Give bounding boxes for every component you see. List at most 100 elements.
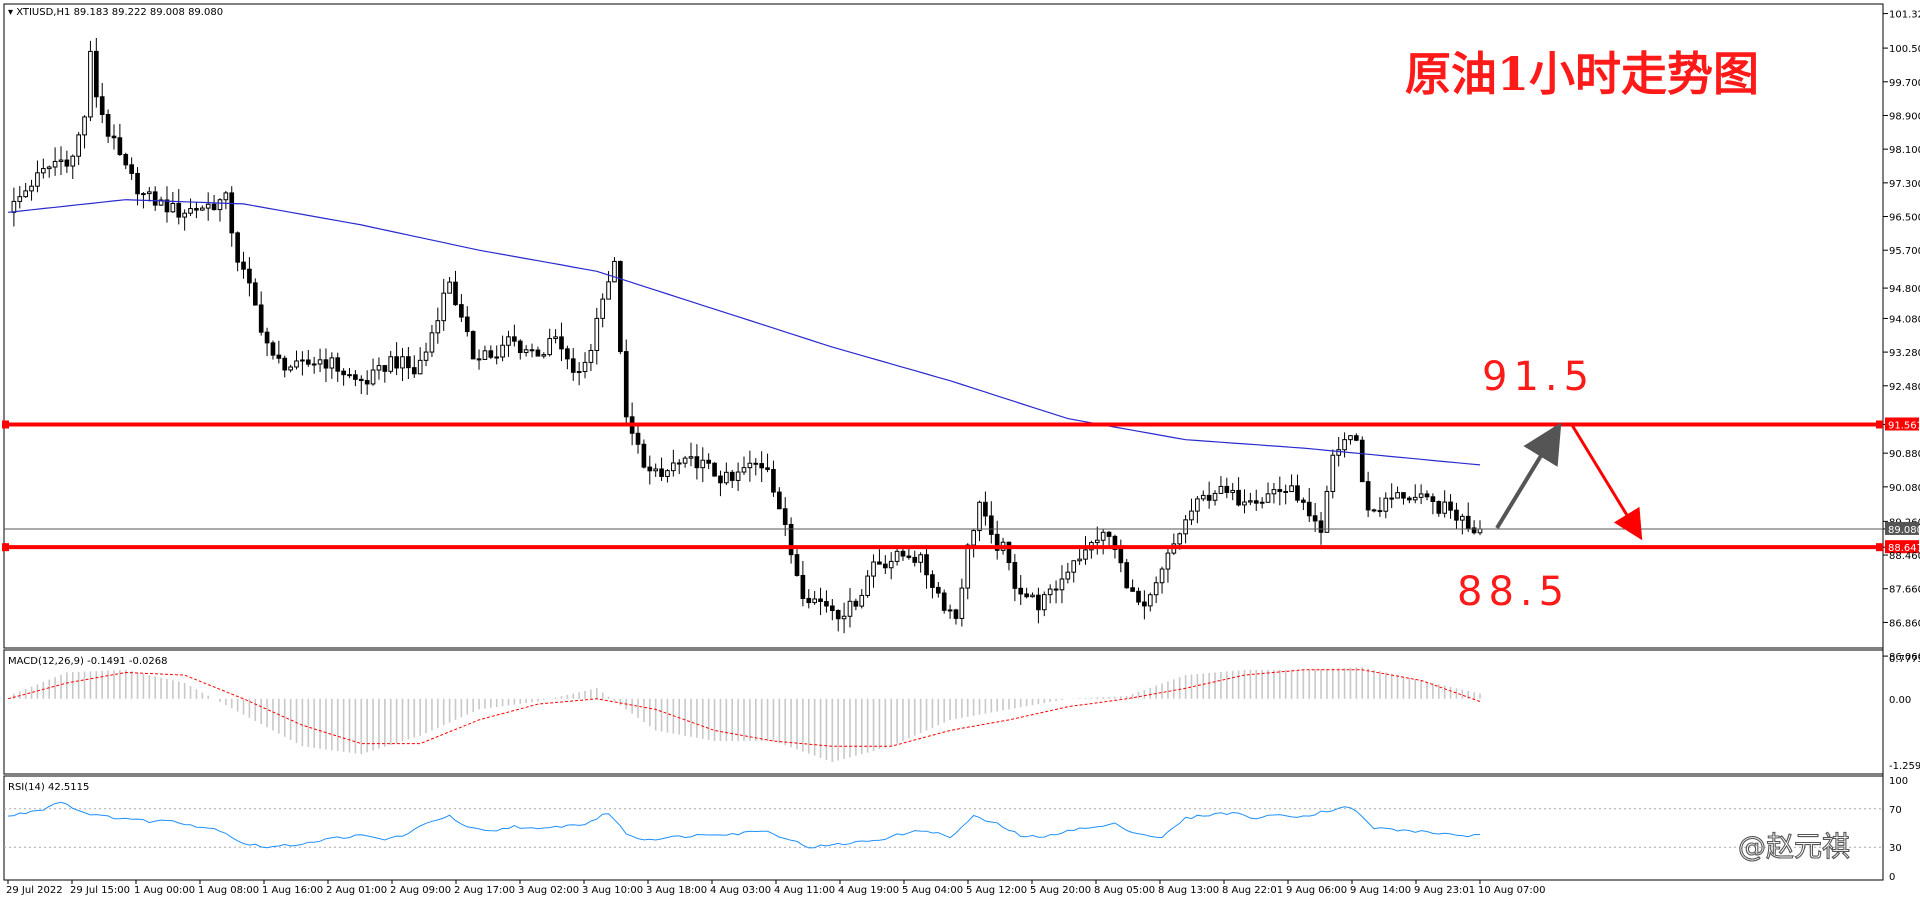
candle-body [464, 316, 470, 333]
price-tick-label: 94.080 [1889, 314, 1920, 325]
time-tick-label: 8 Aug 22:01 [1222, 885, 1283, 896]
ma-line [7, 199, 1481, 466]
candle-body [1230, 489, 1236, 493]
candle-body [1430, 496, 1436, 502]
candle-body [347, 374, 352, 377]
candle-body [835, 609, 841, 620]
candle-body [364, 380, 370, 385]
candle-body [859, 594, 865, 607]
symbol-header: ▾ XTIUSD,H1 89.183 89.222 89.008 89.080 [8, 7, 223, 18]
level-handle-right [1876, 420, 1883, 429]
candle-body [935, 586, 941, 594]
candle-body [1218, 485, 1224, 494]
candle-body [1248, 500, 1253, 503]
candle-body [1301, 499, 1306, 503]
candle-body [494, 356, 500, 359]
candle-body [1065, 571, 1071, 580]
candle-body [671, 462, 676, 472]
candle-body [1124, 562, 1130, 589]
candle-body [888, 560, 894, 569]
time-tick-label: 8 Aug 13:00 [1158, 885, 1219, 896]
candle-body [600, 298, 606, 319]
price-tick-label: 96.500 [1889, 213, 1920, 224]
price-tick-label: 86.860 [1889, 618, 1920, 629]
candle-body [300, 359, 305, 362]
candle-body [1177, 533, 1183, 545]
candle-body [459, 304, 464, 318]
candle-body [529, 349, 535, 352]
candle-body [417, 359, 423, 375]
rsi-pane-frame [3, 775, 1884, 881]
candle-body [1424, 493, 1430, 498]
main-price-axis: 101.320 100.500 99.700 98.900 98.100 97.300 96… [1883, 10, 1920, 663]
candle-body [906, 555, 912, 558]
candle-body [712, 462, 717, 477]
macd-tick-label: -1.2593 [1889, 761, 1920, 772]
candle-body [1106, 531, 1112, 537]
price-tick-label: 90.080 [1889, 483, 1920, 494]
candlestick-series [11, 37, 1483, 634]
candle-body [1047, 588, 1053, 596]
candle-body [1418, 493, 1424, 498]
candle-body [1195, 498, 1200, 512]
time-tick-label: 5 Aug 12:00 [966, 885, 1027, 896]
candle-body [35, 172, 40, 187]
candle-body [1448, 501, 1453, 511]
candle-body [64, 159, 70, 167]
candle-body [724, 471, 729, 484]
candle-body [1389, 497, 1395, 500]
candle-body [1189, 510, 1194, 521]
chart-title-annotation: 原油1小时走势图 [1405, 47, 1759, 101]
candle-body [1383, 497, 1389, 512]
macd-tick-label: 0.00 [1889, 695, 1911, 706]
candle-body [612, 260, 617, 283]
candle-body [358, 378, 364, 382]
level-handle-right [1876, 543, 1883, 552]
candle-body [1206, 494, 1212, 501]
candle-body [264, 331, 270, 344]
candle-body [1036, 594, 1041, 611]
candle-body [305, 359, 311, 365]
candle-body [394, 356, 399, 369]
candle-body [576, 371, 582, 374]
candle-body [370, 369, 376, 385]
candle-body [235, 232, 240, 263]
candle-body [1436, 500, 1442, 514]
rsi-label: RSI(14) 42.5115 [8, 782, 89, 793]
candle-body [1348, 435, 1353, 441]
candle-body [582, 361, 588, 373]
time-tick-label: 29 Jul 15:00 [70, 885, 130, 896]
candle-body [741, 467, 747, 473]
candle-body [588, 349, 594, 363]
candle-body [382, 365, 388, 372]
time-tick-label: 3 Aug 02:00 [518, 885, 579, 896]
candle-body [777, 491, 782, 510]
candle-body [959, 587, 965, 619]
candle-body [294, 360, 299, 368]
candle-body [688, 456, 694, 459]
candle-body [482, 350, 488, 360]
candle-body [1471, 527, 1477, 534]
candle-body [1371, 509, 1377, 512]
candle-body [977, 501, 982, 532]
time-tick-label: 5 Aug 04:00 [902, 885, 963, 896]
candle-body [406, 356, 411, 369]
candle-body [423, 351, 429, 361]
candle-body [635, 432, 641, 445]
candle-body [553, 336, 558, 340]
candle-body [1295, 485, 1300, 501]
candle-body [747, 462, 753, 469]
candle-body [735, 471, 741, 481]
candle-body [199, 207, 205, 211]
candle-body [1147, 594, 1153, 607]
candle-body [447, 281, 452, 294]
candle-body [765, 467, 770, 470]
time-tick-label: 9 Aug 06:00 [1286, 885, 1347, 896]
candle-body [341, 370, 346, 376]
candle-body [565, 348, 570, 360]
candle-body [523, 349, 529, 354]
candle-body [1312, 515, 1318, 522]
candle-body [912, 556, 918, 563]
candle-body [229, 192, 235, 234]
